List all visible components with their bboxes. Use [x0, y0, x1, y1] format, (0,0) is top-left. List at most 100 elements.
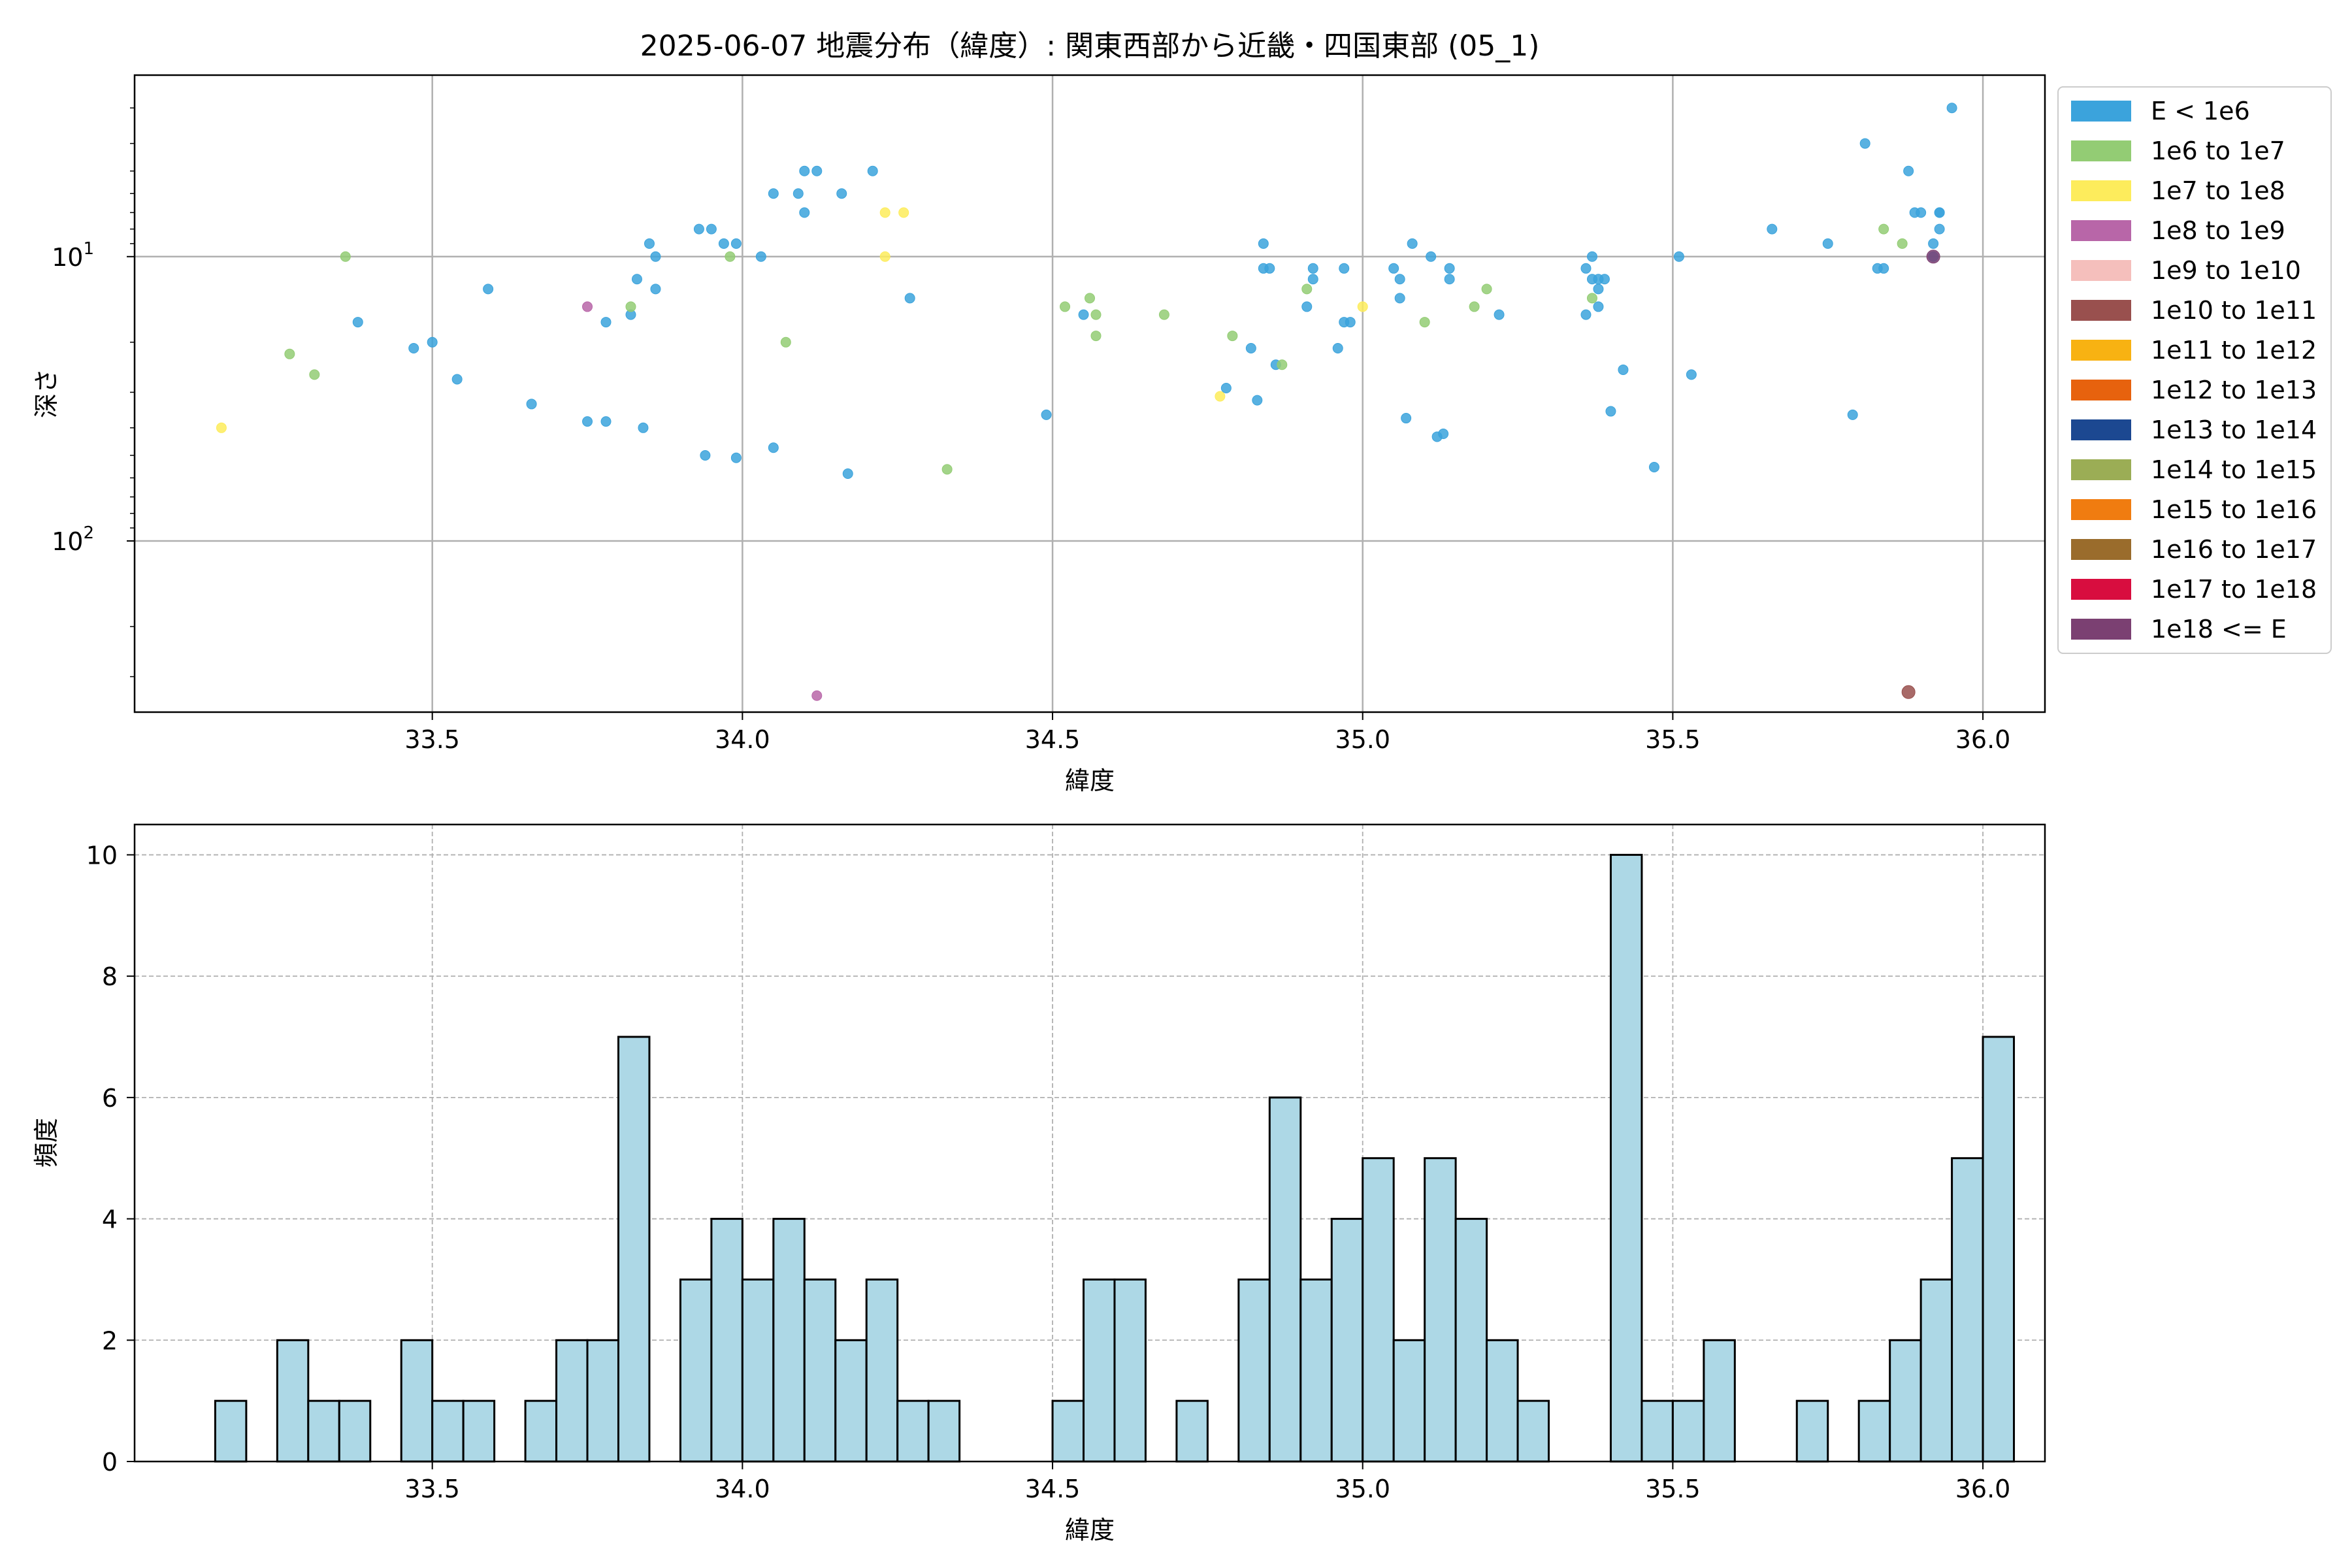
- legend-swatch: [2071, 101, 2131, 122]
- histogram-bar: [710, 1218, 743, 1463]
- scatter-point: [1090, 331, 1102, 342]
- histogram-bar: [1795, 1399, 1829, 1463]
- scatter-point: [1060, 301, 1071, 312]
- legend-swatch: [2071, 180, 2131, 201]
- histogram-bar: [1392, 1339, 1426, 1463]
- histogram-bar: [927, 1399, 961, 1463]
- histogram-x-tick-label: 36.0: [1955, 1475, 2011, 1503]
- scatter-point: [1586, 251, 1597, 262]
- scatter-point: [1878, 223, 1889, 235]
- scatter-point: [1215, 391, 1226, 402]
- scatter-point: [842, 468, 853, 480]
- scatter-point: [792, 188, 804, 199]
- scatter-point: [706, 223, 717, 235]
- legend-label: 1e13 to 1e14: [2151, 416, 2317, 444]
- scatter-point: [1277, 359, 1288, 370]
- scatter-axes: 2025-06-07 地震分布（緯度）: 関東西部から近畿・四国東部 (05_1…: [32, 29, 2046, 795]
- legend-label: 1e6 to 1e7: [2151, 137, 2285, 165]
- histogram-y-tick-label: 8: [102, 962, 118, 991]
- histogram-bar: [586, 1339, 619, 1463]
- histogram-bar: [679, 1278, 713, 1463]
- scatter-point: [1878, 263, 1889, 274]
- histogram-bar: [865, 1278, 899, 1463]
- scatter-point: [811, 690, 823, 701]
- scatter-point: [284, 348, 295, 359]
- scatter-point: [1469, 301, 1480, 312]
- scatter-point: [725, 251, 736, 262]
- scatter-point: [582, 301, 593, 312]
- scatter-point: [1264, 263, 1275, 274]
- scatter-point: [799, 165, 810, 176]
- scatter-point: [340, 251, 351, 262]
- scatter-point: [309, 369, 320, 380]
- histogram-bar: [1609, 853, 1643, 1463]
- histogram-axes: 33.5 34.0 34.5 35.0 35.5 36.0 0 2 4 6 8 10 緯度 頻度: [32, 823, 2046, 1544]
- legend-label: 1e18 <= E: [2151, 615, 2287, 644]
- histogram-bar: [338, 1399, 372, 1463]
- scatter-point: [1928, 238, 1939, 249]
- scatter-point: [638, 422, 649, 433]
- histogram-bar: [555, 1339, 589, 1463]
- scatter-point: [1605, 406, 1616, 417]
- scatter-point: [780, 336, 791, 348]
- scatter-point: [1258, 238, 1269, 249]
- scatter-point: [1444, 274, 1455, 285]
- scatter-point: [526, 399, 537, 410]
- histogram-bar: [1268, 1096, 1302, 1463]
- scatter-point: [352, 317, 363, 328]
- histogram-bar: [896, 1399, 930, 1463]
- scatter-point: [1307, 274, 1318, 285]
- scatter-point: [898, 207, 909, 218]
- histogram-x-tick-label: 33.5: [404, 1475, 460, 1503]
- histogram-x-ticks: 33.5 34.0 34.5 35.0 35.5 36.0: [404, 1462, 2010, 1503]
- legend-swatch: [2071, 459, 2131, 480]
- scatter-point: [879, 207, 890, 218]
- histogram-bar: [834, 1339, 868, 1463]
- histogram-bar: [1703, 1339, 1736, 1463]
- scatter-point: [1401, 413, 1412, 424]
- scatter-point: [1444, 263, 1455, 274]
- histogram-bar: [276, 1339, 310, 1463]
- scatter-x-tick-label: 34.5: [1025, 725, 1081, 754]
- scatter-point: [1158, 309, 1169, 320]
- legend-swatch: [2071, 579, 2131, 600]
- scatter-point: [1090, 309, 1102, 320]
- scatter-point: [1934, 207, 1945, 218]
- scatter-point: [650, 251, 661, 262]
- scatter-point: [941, 464, 953, 475]
- scatter-point: [1419, 317, 1430, 328]
- scatter-point: [1220, 383, 1232, 394]
- legend: E < 1e6 1e6 to 1e7 1e7 to 1e8 1e8 to 1e9 1e9…: [2057, 86, 2332, 654]
- histogram-bar: [803, 1278, 837, 1463]
- histogram-bar: [1951, 1157, 1984, 1463]
- legend-frame: [2057, 86, 2332, 654]
- legend-label: 1e16 to 1e17: [2151, 535, 2317, 564]
- histogram-y-tick-label: 2: [102, 1326, 118, 1355]
- scatter-point: [1580, 263, 1592, 274]
- histogram-y-tick-label: 0: [102, 1448, 118, 1477]
- histogram-x-tick-label: 35.5: [1645, 1475, 1701, 1503]
- scatter-point: [631, 274, 642, 285]
- scatter-points: [216, 103, 1957, 701]
- scatter-point: [600, 416, 612, 427]
- histogram-bar: [1641, 1399, 1674, 1463]
- legend-swatch: [2071, 499, 2131, 520]
- scatter-point: [1438, 429, 1449, 440]
- histogram-bar: [1362, 1157, 1395, 1463]
- scatter-point: [408, 343, 419, 354]
- scatter-x-tick-label: 35.5: [1645, 725, 1701, 754]
- scatter-point: [1494, 309, 1505, 320]
- histogram-bar: [772, 1218, 806, 1463]
- legend-swatch: [2071, 140, 2131, 161]
- histogram-bar: [1424, 1157, 1457, 1463]
- histogram-bar: [307, 1399, 340, 1463]
- scatter-point: [582, 416, 593, 427]
- histogram-y-tick-label: 4: [102, 1205, 118, 1234]
- legend-swatch: [2071, 380, 2131, 400]
- histogram-x-tick-label: 34.5: [1025, 1475, 1081, 1503]
- scatter-point: [1345, 317, 1356, 328]
- scatter-grid: [135, 75, 2045, 712]
- histogram-bar: [1299, 1278, 1333, 1463]
- scatter-point: [730, 452, 742, 463]
